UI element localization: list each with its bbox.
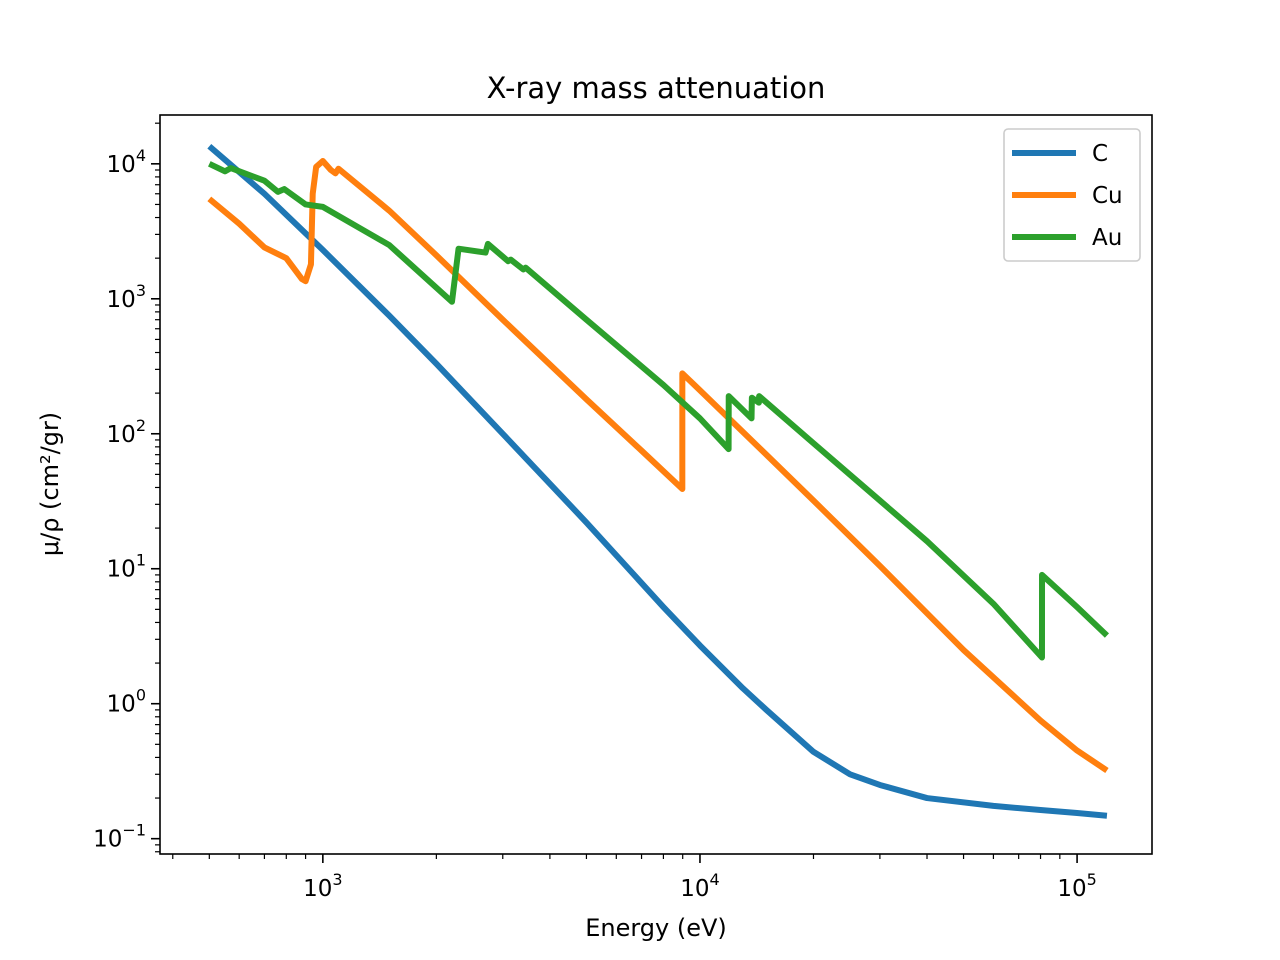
y-tick-label: 101: [107, 551, 146, 583]
x-tick-base: 10: [1057, 876, 1086, 902]
x-tick-exponent: 5: [1087, 870, 1097, 889]
y-tick-base: 10: [107, 557, 136, 583]
legend-label-c: C: [1092, 141, 1108, 167]
y-tick-base: 10: [93, 827, 122, 853]
plot-area: [159, 114, 1153, 855]
legend: C Cu Au: [1003, 128, 1141, 262]
y-tick-base: 10: [107, 422, 136, 448]
x-tick-exponent: 3: [332, 870, 342, 889]
y-tick-label: 102: [107, 416, 146, 448]
y-axis-title: μ/ρ (cm²/gr): [36, 412, 64, 556]
y-tick-label: 10−1: [93, 821, 146, 853]
plot-frame: [159, 114, 1153, 855]
x-tick-base: 10: [680, 876, 709, 902]
y-tick-label: 103: [107, 281, 146, 313]
legend-label-cu: Cu: [1092, 183, 1123, 209]
y-tick-base: 10: [107, 692, 136, 718]
y-tick-base: 10: [107, 152, 136, 178]
legend-label-au: Au: [1092, 225, 1122, 251]
y-tick-base: 10: [107, 287, 136, 313]
x-tick-label: 103: [303, 870, 342, 902]
x-tick-label: 105: [1057, 870, 1096, 902]
series-line-au: [208, 161, 1110, 661]
y-tick-exponent: 4: [136, 146, 146, 165]
x-tick-base: 10: [303, 876, 332, 902]
y-tick-exponent: 2: [136, 416, 146, 435]
y-tick-exponent: 3: [136, 281, 146, 300]
y-tick-exponent: 1: [136, 551, 146, 570]
y-tick-label: 100: [107, 686, 146, 718]
y-tick-label: 104: [107, 146, 146, 178]
series-line-c: [207, 143, 1108, 819]
series-line-cu: [207, 157, 1109, 773]
x-tick-exponent: 4: [710, 870, 720, 889]
x-axis-title: Energy (eV): [585, 914, 727, 942]
y-tick-exponent: 0: [136, 686, 146, 705]
chart-title: X-ray mass attenuation: [487, 71, 826, 105]
y-tick-exponent: −1: [122, 821, 146, 840]
x-axis: 103 104 105: [172, 854, 1097, 902]
x-tick-label: 104: [680, 870, 719, 902]
